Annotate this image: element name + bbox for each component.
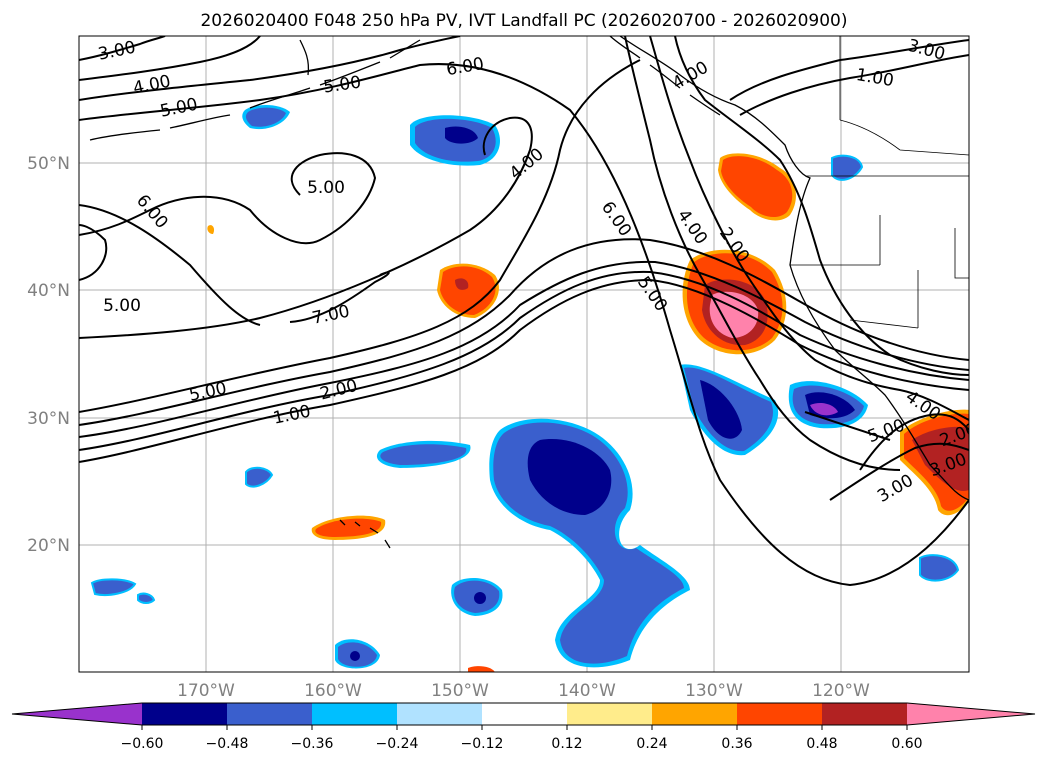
blob-pos-7 xyxy=(207,225,215,234)
contour-16 xyxy=(674,36,969,376)
contour-2 xyxy=(79,270,969,451)
lat-label: 20°N xyxy=(27,536,70,556)
lon-labels: 170°W 160°W 150°W 140°W 130°W 120°W xyxy=(177,681,870,701)
lon-label: 150°W xyxy=(431,681,489,701)
hawaii-islands xyxy=(339,519,391,549)
blob-neg-2-center xyxy=(700,380,742,439)
contour-13 xyxy=(79,36,166,61)
province-borders xyxy=(839,36,969,156)
contour-9 xyxy=(79,204,390,326)
lat-label: 40°N xyxy=(27,281,70,301)
lon-label: 160°W xyxy=(304,681,362,701)
pv-contours xyxy=(79,36,969,587)
lon-label: 120°W xyxy=(812,681,870,701)
contour-11 xyxy=(79,36,461,101)
blob-neg-5-core xyxy=(380,444,467,465)
alaska-coast xyxy=(609,36,721,116)
map-title: 2026020400 F048 250 hPa PV, IVT Landfall… xyxy=(200,11,847,31)
map-background xyxy=(79,36,969,672)
blob-neg-6-center xyxy=(474,592,486,604)
colorbar-tick-label: −0.12 xyxy=(461,736,504,752)
colorbar-tick-label: −0.60 xyxy=(121,736,164,752)
colorbar-segment xyxy=(822,703,907,725)
contour-12 xyxy=(79,36,261,81)
colorbar-segment xyxy=(312,703,397,725)
negative-anomalies xyxy=(90,104,960,669)
colorbar-segment xyxy=(567,703,652,725)
colorbar: −0.60 −0.48 −0.36 −0.24 −0.12 0.12 0.24 … xyxy=(11,702,1036,752)
colorbar-ticks xyxy=(141,725,908,730)
contour-21 xyxy=(804,411,891,441)
colorbar-tick-label: 0.60 xyxy=(891,736,922,752)
blob-pos-5-core xyxy=(315,518,382,537)
colorbar-tick-label: 0.24 xyxy=(636,736,667,752)
blob-neg-7-center xyxy=(350,651,360,661)
blob-neg-3-min xyxy=(810,402,838,416)
blob-neg-9 xyxy=(90,578,137,596)
colorbar-segment xyxy=(737,703,822,725)
lat-label: 50°N xyxy=(27,154,70,174)
contour-18 xyxy=(739,54,969,116)
colorbar-tick-label: 0.36 xyxy=(721,736,752,752)
lon-label: 140°W xyxy=(558,681,616,701)
contour-6 xyxy=(79,116,533,339)
colorbar-segment xyxy=(652,703,737,725)
contour-label: 5.00 xyxy=(103,296,141,316)
colorbar-segment xyxy=(142,703,227,725)
colorbar-segment xyxy=(227,703,312,725)
map-content: 3.00 4.00 5.00 6.00 5.00 4.00 5.00 6.00 … xyxy=(79,36,969,672)
political-borders xyxy=(790,36,969,329)
lat-label: 30°N xyxy=(27,409,70,429)
blob-neg-4-center xyxy=(527,439,612,515)
blob-pos-2-core xyxy=(440,266,496,315)
contour-4 xyxy=(79,238,969,426)
contour-5 xyxy=(79,59,641,413)
map-panel: 3.00 4.00 5.00 6.00 5.00 4.00 5.00 6.00 … xyxy=(78,35,970,673)
colorbar-segment xyxy=(397,703,482,725)
state-borders xyxy=(790,215,969,329)
blob-pos-3-core xyxy=(721,156,793,218)
lat-labels: 50°N 40°N 30°N 20°N xyxy=(27,154,70,556)
blob-pos-6 xyxy=(468,666,495,672)
contour-3 xyxy=(79,260,969,438)
contour-17 xyxy=(729,39,969,101)
blob-neg-10 xyxy=(245,466,274,488)
colorbar-segment xyxy=(482,703,567,725)
blob-neg-8-core xyxy=(245,107,286,127)
contour-7 xyxy=(79,152,377,245)
contour-10 xyxy=(79,63,969,587)
lon-label: 130°W xyxy=(685,681,743,701)
contour-1 xyxy=(79,278,969,463)
colorbar-extend-left xyxy=(12,703,142,725)
colorbar-tick-label: −0.48 xyxy=(206,736,249,752)
contour-15 xyxy=(649,36,969,421)
blob-neg-13 xyxy=(137,592,156,604)
blob-neg-1-center xyxy=(445,126,478,144)
contour-14 xyxy=(624,36,901,471)
colorbar-extend-right xyxy=(907,703,1035,725)
blob-neg-12 xyxy=(919,554,960,582)
colorbar-tick-label: −0.36 xyxy=(291,736,334,752)
contour-20 xyxy=(829,442,969,501)
blob-pos-4-inner xyxy=(912,426,969,491)
contour-19 xyxy=(859,413,969,471)
colorbar-tick-label: −0.24 xyxy=(376,736,419,752)
blob-pos-2-inner xyxy=(455,278,469,290)
colorbar-tick-label: 0.12 xyxy=(551,736,582,752)
contour-8 xyxy=(79,224,108,281)
contour-label: 5.00 xyxy=(307,178,345,198)
blob-neg-11 xyxy=(831,154,864,181)
lon-label: 170°W xyxy=(177,681,235,701)
map-frame xyxy=(78,35,970,673)
colorbar-tick-label: 0.48 xyxy=(806,736,837,752)
